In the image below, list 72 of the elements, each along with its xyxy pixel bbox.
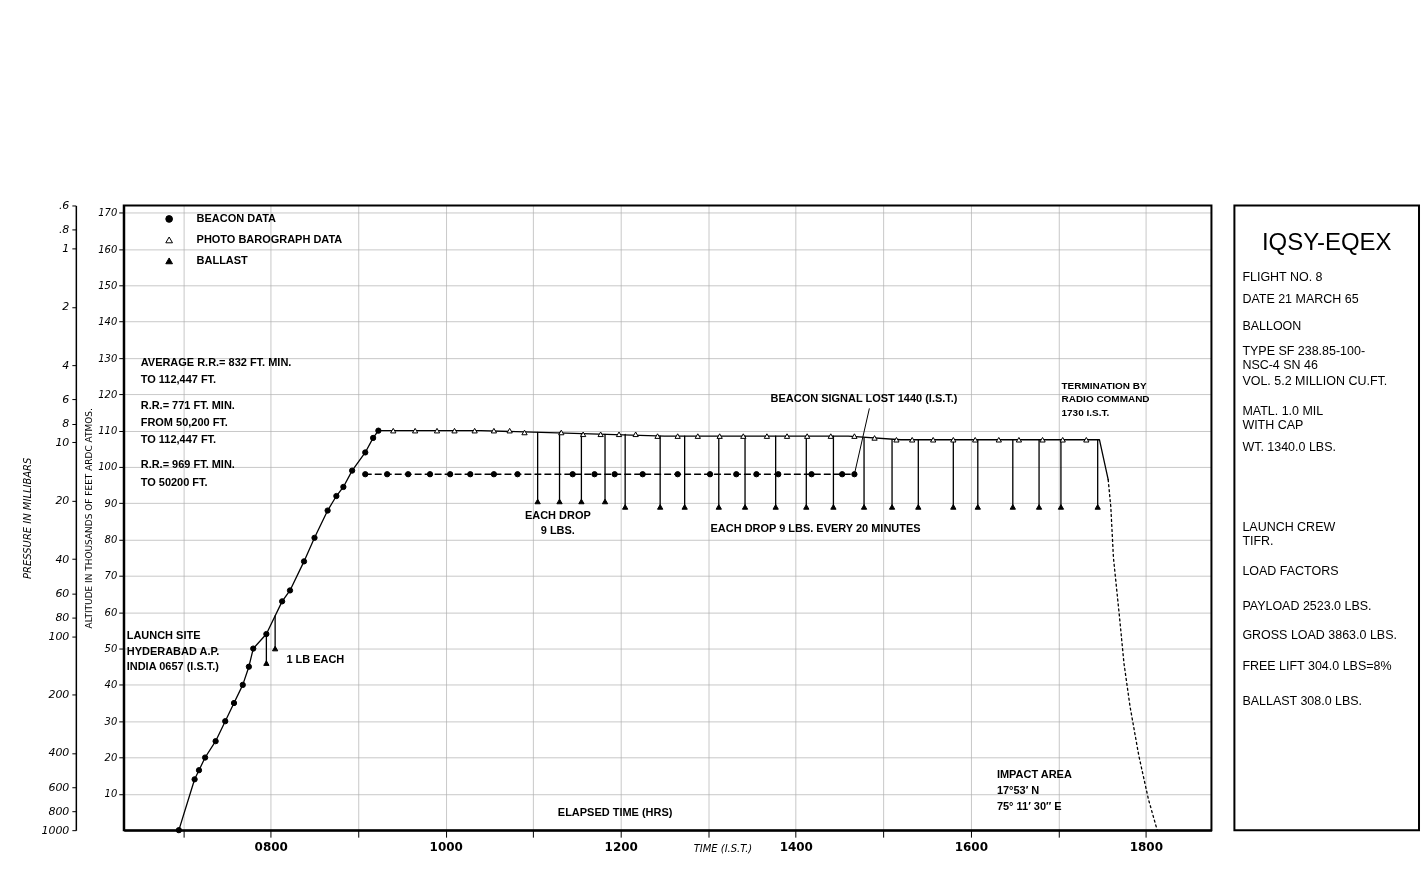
y2-tick-label: 400 [48, 746, 70, 760]
annotation: BEACON SIGNAL LOST 1440 (I.S.T.) [770, 392, 958, 405]
y-tick-label: 10 [104, 788, 118, 800]
y2-tick-label: 40 [55, 552, 70, 566]
x-tick-label: 1600 [954, 839, 988, 854]
text: VOL. 5.2 MILLION CU.FT. [1242, 374, 1388, 389]
y-axis-title: ALTITUDE IN THOUSANDS OF FEET ARDC ATMOS. [84, 408, 95, 629]
annotation: EACH DROP 9 LBS. EVERY 20 MINUTES [710, 521, 921, 534]
y-tick-label: 140 [98, 316, 118, 328]
y-tick-label: 20 [104, 752, 118, 764]
text: WT. 1340.0 LBS. [1242, 439, 1336, 454]
annotation: TERMINATION BY RADIO COMMAND 1730 I.S.T. [1061, 379, 1150, 418]
legend-label: BEACON DATA [196, 211, 277, 224]
y2-tick-label: 1000 [41, 823, 70, 837]
y-tick-label: 170 [98, 207, 118, 219]
text: FLIGHT NO. 8 [1242, 270, 1323, 285]
y2-tick-label: 600 [48, 780, 70, 794]
y2-tick-label: 6 [62, 392, 70, 406]
x-tick-label: 1200 [604, 839, 638, 854]
text: TYPE SF 238.85-100- NSC-4 SN 46 [1242, 344, 1366, 373]
text: FREE LIFT 304.0 LBS=8% [1242, 659, 1392, 674]
x-tick-label: 0800 [254, 839, 288, 854]
y2-tick-label: 4 [62, 358, 70, 372]
annotation: 1 LB EACH [286, 652, 345, 665]
y-tick-label: 100 [98, 461, 118, 473]
y2-tick-label: 2 [62, 300, 70, 314]
y-tick-label: 40 [104, 679, 118, 691]
text: GROSS LOAD 3863.0 LBS. [1242, 627, 1397, 642]
text: PAYLOAD 2523.0 LBS. [1242, 598, 1372, 613]
y2-tick-label: 800 [48, 804, 70, 818]
text: LOAD FACTORS [1242, 563, 1339, 578]
text: IQSY-EQEX [1261, 228, 1392, 256]
annotation: EACH DROP 9 LBS. [524, 508, 591, 536]
y2-tick-label: 8 [62, 417, 70, 431]
x-tick-label: 1400 [779, 839, 813, 854]
text: LAUNCH CREW TIFR. [1242, 519, 1336, 548]
legend-label: PHOTO BAROGRAPH DATA [196, 232, 343, 245]
annotation: R.R.= 969 FT. MIN. TO 50200 FT. [140, 457, 235, 488]
annotation: LAUNCH SITE HYDERABAD A.P. INDIA 0657 (I.S.T.) [126, 628, 220, 673]
y-tick-label: 130 [98, 352, 118, 364]
text: DATE 21 MARCH 65 [1242, 292, 1359, 307]
y-tick-label: 60 [104, 606, 118, 618]
text: BALLOON [1242, 319, 1302, 334]
y2-tick-label: 1 [62, 241, 70, 255]
y-tick-label: 30 [104, 715, 118, 727]
y-tick-label: 150 [98, 279, 118, 291]
annotation: IMPACT AREA 17°53′ N 75° 11′ 30″ E [996, 768, 1072, 813]
annotation: R.R.= 771 FT. MIN. FROM 50,200 FT. TO 112,447 FT. [140, 399, 235, 445]
text: BALLAST 308.0 LBS. [1242, 694, 1363, 709]
y-tick-label: 80 [104, 534, 118, 546]
text: MATL. 1.0 MIL WITH CAP [1242, 404, 1324, 432]
y2-tick-label: 100 [48, 629, 70, 643]
y2-tick-label: 60 [55, 586, 70, 600]
y2-tick-label: 200 [48, 688, 70, 702]
y-tick-label: 70 [104, 570, 118, 582]
y2-tick-label: 80 [55, 610, 70, 624]
legend-label: BALLAST [196, 253, 249, 266]
annotation: ELAPSED TIME (HRS) [557, 806, 673, 819]
y2-axis-title: PRESSURE IN MILLIBARS [22, 457, 34, 579]
y2-tick-label: .8 [58, 223, 70, 237]
x-axis-title: TIME (I.S.T.) [693, 842, 753, 854]
y-tick-label: 50 [104, 643, 118, 655]
y-tick-label: 90 [104, 497, 118, 509]
y-tick-label: 120 [98, 388, 118, 400]
y2-tick-label: 20 [55, 494, 70, 508]
annotation: AVERAGE R.R.= 832 FT. MIN. TO 112,447 FT. [140, 356, 292, 386]
y-tick-label: 110 [98, 425, 118, 437]
y2-tick-label: .6 [58, 198, 70, 212]
y-tick-label: 160 [98, 243, 118, 255]
y2-tick-label: 10 [55, 435, 70, 449]
x-tick-label: 1000 [429, 839, 463, 854]
x-tick-label: 1800 [1129, 839, 1163, 854]
